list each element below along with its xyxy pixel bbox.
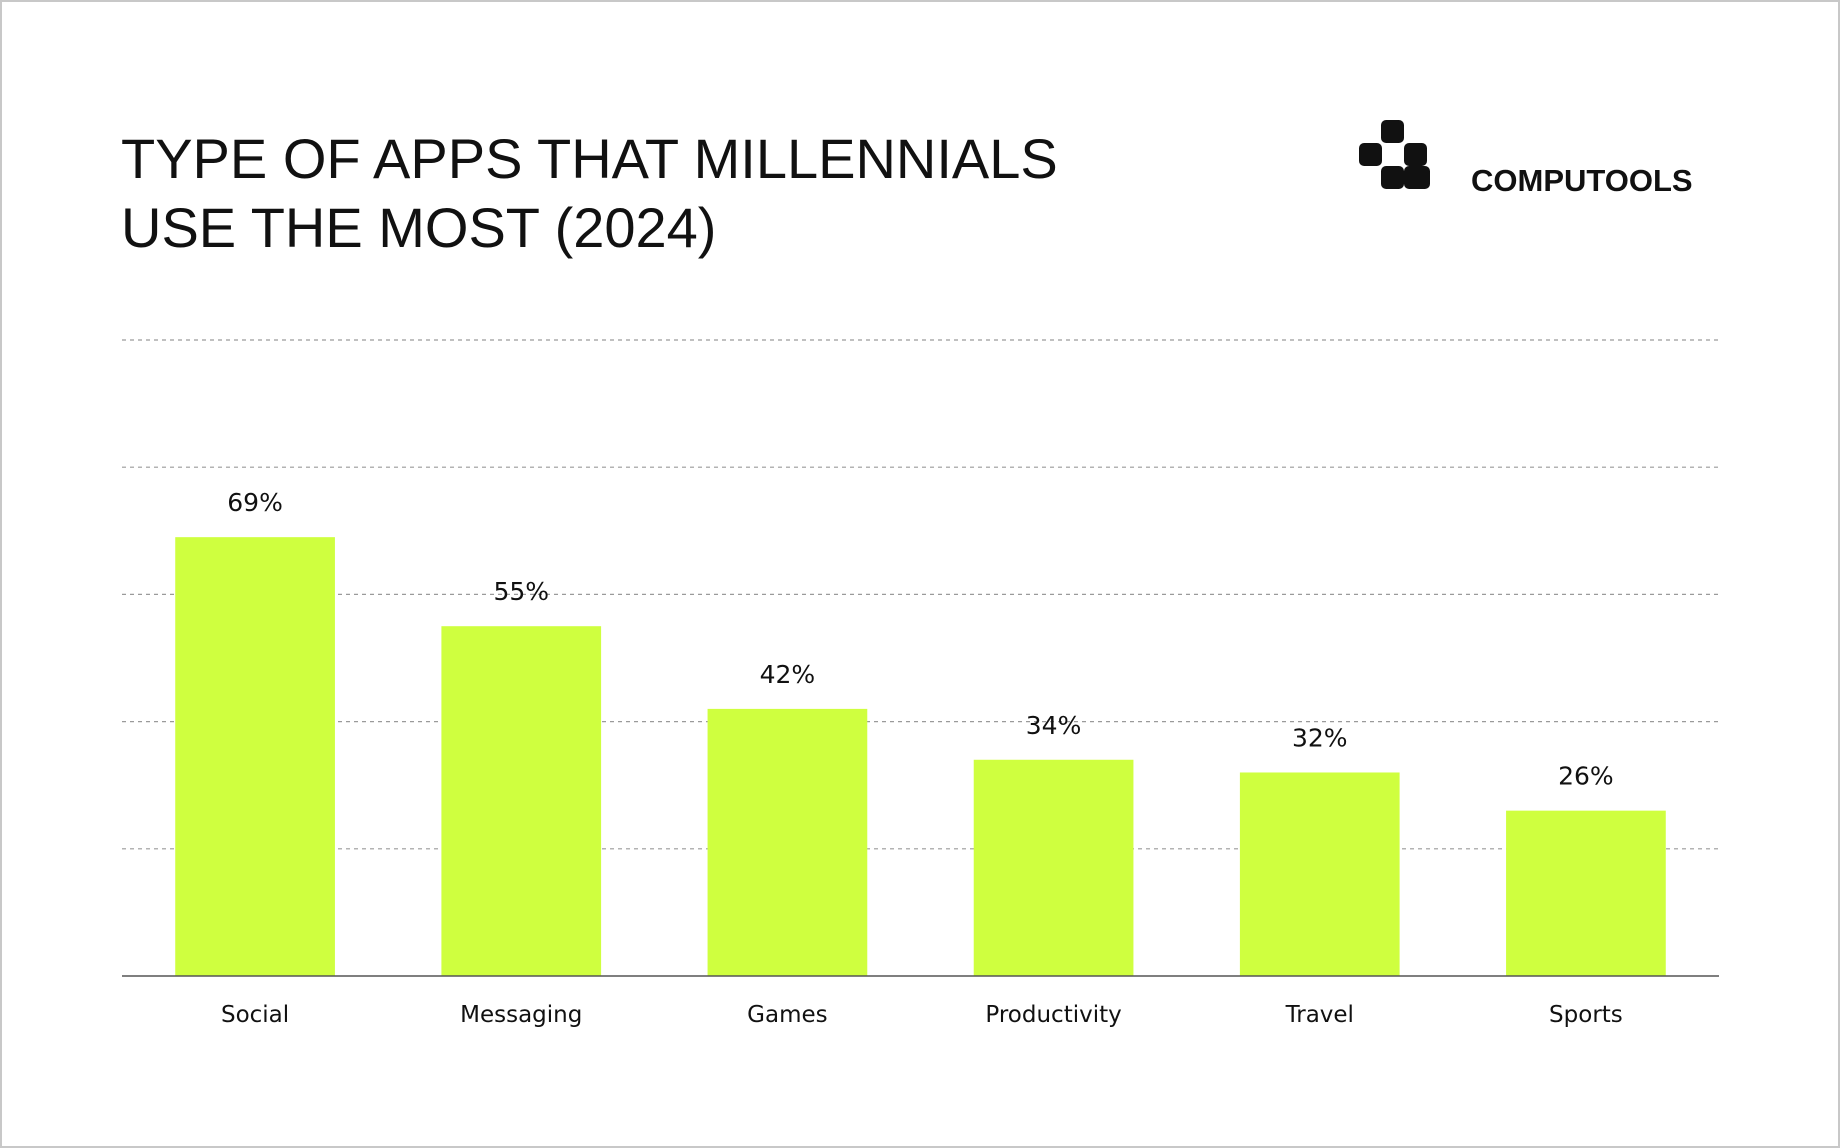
value-label: 69% — [227, 488, 283, 517]
bar — [973, 759, 1134, 976]
x-tick-label: Travel — [1285, 1002, 1354, 1028]
x-tick-label: Productivity — [985, 1002, 1121, 1028]
brand-name: COMPUTOOLS — [1471, 163, 1693, 198]
x-tick-label: Sports — [1549, 1002, 1623, 1028]
x-tick-label: Messaging — [460, 1002, 582, 1028]
value-label: 42% — [760, 660, 816, 689]
bar — [707, 708, 868, 976]
bar — [1506, 810, 1666, 976]
bar — [1239, 772, 1400, 976]
bar — [175, 537, 335, 976]
value-label: 26% — [1558, 762, 1614, 791]
chart-title: TYPE OF APPS THAT MILLENNIALS — [121, 127, 1058, 190]
bar — [441, 626, 602, 976]
x-tick-label: Social — [221, 1002, 289, 1028]
brand-logo — [1359, 120, 1430, 189]
value-label: 34% — [1026, 711, 1082, 740]
value-label: 32% — [1292, 723, 1348, 752]
value-label: 55% — [493, 577, 549, 606]
chart-title: USE THE MOST (2024) — [121, 196, 716, 259]
x-tick-label: Games — [747, 1002, 827, 1028]
